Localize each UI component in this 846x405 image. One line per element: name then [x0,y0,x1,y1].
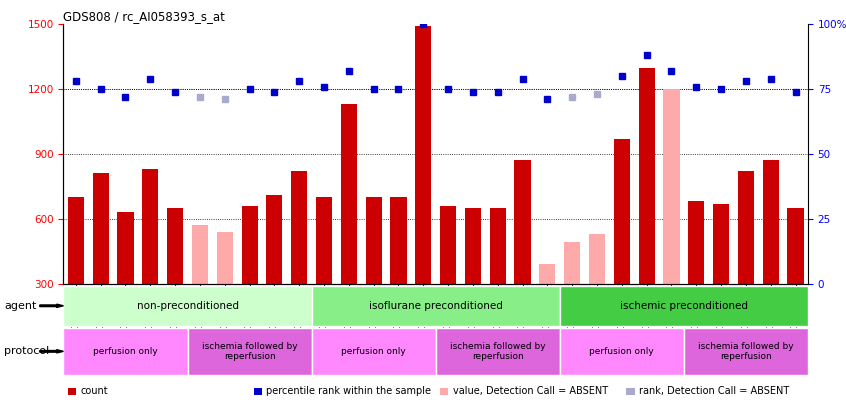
Text: ischemia followed by
reperfusion: ischemia followed by reperfusion [450,342,546,361]
Bar [217,232,233,284]
Bar [68,197,84,284]
Bar [713,204,729,284]
Bar [188,328,311,375]
Bar [311,328,436,375]
Text: perfusion only: perfusion only [590,347,654,356]
Bar [788,208,804,284]
Bar [142,169,158,284]
Text: rank, Detection Call = ABSENT: rank, Detection Call = ABSENT [639,386,789,396]
Bar [688,201,705,284]
Bar [316,197,332,284]
Bar [92,173,109,284]
Bar [415,26,431,284]
Bar [118,212,134,284]
Text: percentile rank within the sample: percentile rank within the sample [266,386,431,396]
Bar [514,160,530,284]
Text: non-preconditioned: non-preconditioned [136,301,239,311]
Text: ischemia followed by
reperfusion: ischemia followed by reperfusion [698,342,794,361]
Bar [490,208,506,284]
Bar [564,243,580,284]
Bar [167,208,184,284]
Bar [639,68,655,284]
Bar [266,195,283,284]
Text: protocol: protocol [4,346,49,356]
Bar [762,160,779,284]
Bar [192,225,208,284]
Bar [440,206,456,284]
Bar [63,328,188,375]
Bar [63,286,311,326]
Bar [684,328,808,375]
Bar [539,264,556,284]
Bar [560,286,808,326]
Text: count: count [80,386,108,396]
Bar [341,104,357,284]
Bar [738,171,754,284]
Text: isoflurane preconditioned: isoflurane preconditioned [369,301,503,311]
Text: perfusion only: perfusion only [93,347,158,356]
Bar [589,234,605,284]
Bar [436,328,560,375]
Text: agent: agent [4,301,36,311]
Bar [241,206,258,284]
Bar [291,171,307,284]
Bar [311,286,560,326]
Bar [560,328,684,375]
Bar [365,197,382,284]
Bar [464,208,481,284]
Text: value, Detection Call = ABSENT: value, Detection Call = ABSENT [453,386,607,396]
Text: perfusion only: perfusion only [341,347,406,356]
Text: ischemia followed by
reperfusion: ischemia followed by reperfusion [201,342,298,361]
Bar [663,89,679,284]
Text: GDS808 / rc_AI058393_s_at: GDS808 / rc_AI058393_s_at [63,10,225,23]
Bar [390,197,407,284]
Text: ischemic preconditioned: ischemic preconditioned [620,301,748,311]
Bar [613,139,630,284]
